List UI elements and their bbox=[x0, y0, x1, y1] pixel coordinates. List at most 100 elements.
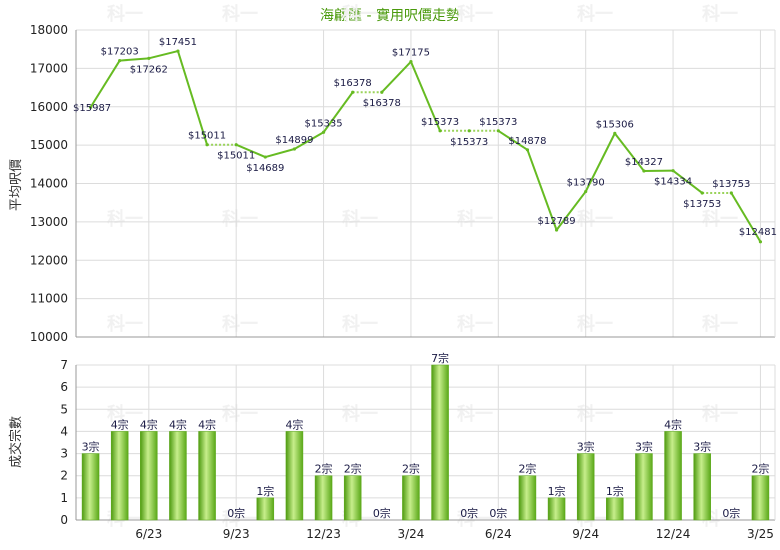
watermark-text: 科一 bbox=[222, 3, 258, 25]
x-tick-label: 6/23 bbox=[135, 527, 162, 541]
price-data-label: $14878 bbox=[508, 136, 546, 147]
volume-data-label: 2宗 bbox=[751, 462, 769, 476]
price-data-label: $14899 bbox=[275, 135, 313, 146]
volume-data-label: 1宗 bbox=[256, 484, 274, 498]
price-line-segment bbox=[410, 61, 441, 132]
price-data-label: $15373 bbox=[450, 137, 488, 148]
volume-bar bbox=[285, 431, 304, 521]
price-data-label: $12789 bbox=[537, 216, 575, 227]
watermark-text: 科一 bbox=[107, 208, 143, 230]
price-data-label: $15373 bbox=[479, 117, 517, 128]
price-data-label: $17262 bbox=[130, 64, 168, 75]
price-data-label: $17175 bbox=[392, 48, 430, 59]
volume-data-label: 2宗 bbox=[344, 462, 362, 476]
watermark-text: 科一 bbox=[222, 508, 258, 530]
x-tick-label: 6/24 bbox=[485, 527, 512, 541]
price-data-label: $14327 bbox=[625, 157, 663, 168]
volume-tick-label: 2 bbox=[60, 469, 68, 483]
price-tick-label: 13000 bbox=[30, 215, 68, 229]
volume-bar bbox=[256, 497, 275, 521]
volume-data-label: 2宗 bbox=[402, 462, 420, 476]
x-tick-label: 3/24 bbox=[397, 527, 424, 541]
volume-bar bbox=[693, 453, 711, 521]
volume-data-label: 3宗 bbox=[82, 440, 100, 454]
volume-bar bbox=[751, 475, 770, 521]
watermark-text: 科一 bbox=[222, 403, 258, 425]
volume-tick-label: 0 bbox=[60, 513, 68, 527]
volume-bar bbox=[110, 431, 129, 521]
x-tick-label: 9/23 bbox=[223, 527, 250, 541]
volume-tick-label: 4 bbox=[60, 424, 68, 438]
volume-data-label: 2宗 bbox=[518, 462, 536, 476]
volume-data-label: 1宗 bbox=[606, 484, 624, 498]
volume-bar bbox=[518, 475, 537, 521]
watermark-text: 科一 bbox=[457, 403, 493, 425]
x-tick-label: 9/24 bbox=[572, 527, 599, 541]
price-tick-label: 10000 bbox=[30, 330, 68, 344]
volume-bar bbox=[547, 497, 566, 521]
price-data-label: $12481 bbox=[739, 227, 777, 238]
price-point bbox=[642, 169, 646, 173]
price-line-segment bbox=[235, 143, 266, 158]
price-line-chart: 10000 11000 12000 13000 14000 15000 16000 17000… bbox=[30, 23, 777, 344]
watermark-text: 科一 bbox=[457, 508, 493, 530]
volume-data-label: 3宗 bbox=[693, 440, 711, 454]
watermark-text: 科一 bbox=[577, 313, 613, 335]
price-line-segment bbox=[293, 131, 325, 150]
watermark-text: 科一 bbox=[342, 403, 378, 425]
volume-data-label: 0宗 bbox=[722, 506, 740, 520]
price-point bbox=[380, 90, 384, 94]
watermark-text: 科一 bbox=[342, 3, 378, 25]
price-line-segment bbox=[381, 60, 412, 93]
price-line-segment bbox=[119, 57, 149, 62]
volume-tick-label: 3 bbox=[60, 447, 68, 461]
volume-bar bbox=[314, 475, 333, 521]
price-point bbox=[758, 240, 763, 244]
watermark-text: 科一 bbox=[457, 313, 493, 335]
x-tick-label: 12/23 bbox=[306, 527, 341, 541]
volume-data-label: 3宗 bbox=[577, 440, 595, 454]
price-data-label: $15011 bbox=[188, 131, 226, 142]
price-point bbox=[234, 143, 238, 147]
price-line-segment bbox=[672, 169, 703, 194]
price-point bbox=[205, 143, 209, 147]
price-data-label: $13753 bbox=[683, 199, 721, 210]
price-line-segment bbox=[526, 149, 558, 231]
price-data-label: $15335 bbox=[304, 118, 342, 129]
price-tick-label: 18000 bbox=[30, 23, 68, 37]
watermark-text: 科一 bbox=[342, 208, 378, 230]
volume-data-label: 4宗 bbox=[285, 417, 303, 431]
volume-data-label: 0宗 bbox=[489, 506, 507, 520]
price-line-segment bbox=[89, 60, 121, 108]
watermark-text: 科一 bbox=[702, 313, 738, 335]
watermark-text: 科一 bbox=[702, 508, 738, 530]
price-tick-label: 16000 bbox=[30, 100, 68, 114]
watermark-text: 科一 bbox=[222, 208, 258, 230]
price-point bbox=[496, 129, 500, 133]
price-data-label: $16378 bbox=[334, 78, 372, 89]
price-point bbox=[671, 169, 675, 173]
price-point bbox=[409, 60, 413, 64]
volume-data-label: 4宗 bbox=[140, 417, 158, 431]
price-line-segment bbox=[176, 50, 209, 145]
price-tick-label: 12000 bbox=[30, 253, 68, 267]
volume-data-label: 0宗 bbox=[460, 506, 478, 520]
price-point bbox=[292, 147, 297, 151]
watermark-text: 科一 bbox=[457, 3, 493, 25]
volume-axis-title: 成交宗數 bbox=[8, 416, 24, 468]
price-data-label: $15987 bbox=[73, 103, 111, 114]
price-line-segment bbox=[265, 148, 295, 159]
price-data-label: $14334 bbox=[654, 177, 692, 188]
price-point bbox=[118, 58, 122, 63]
volume-tick-label: 5 bbox=[60, 402, 68, 416]
volume-data-label: 0宗 bbox=[227, 506, 245, 520]
volume-data-label: 7宗 bbox=[431, 351, 449, 365]
price-point bbox=[584, 189, 588, 194]
price-point bbox=[176, 49, 180, 53]
volume-tick-label: 1 bbox=[60, 491, 68, 505]
volume-tick-label: 7 bbox=[60, 358, 68, 372]
price-data-label: $17203 bbox=[101, 47, 139, 58]
volume-bar bbox=[402, 475, 420, 521]
price-point bbox=[438, 129, 442, 133]
